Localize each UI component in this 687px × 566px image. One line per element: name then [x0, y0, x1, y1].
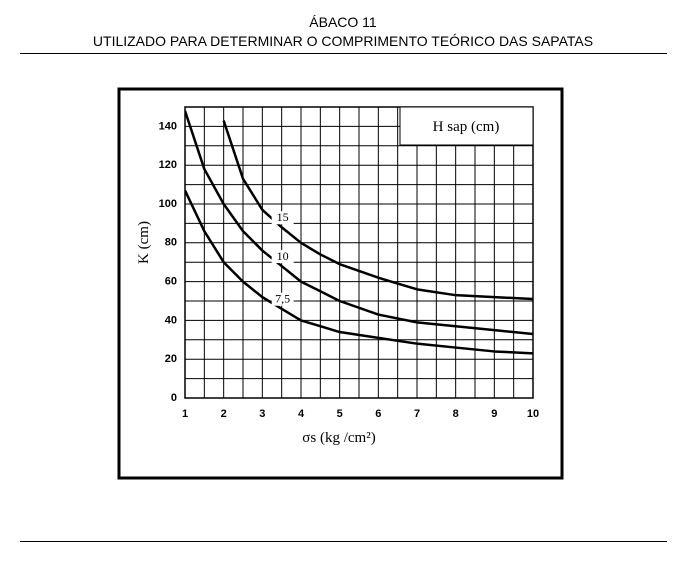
frame	[117, 87, 564, 480]
y-tick-label: 60	[165, 276, 177, 288]
plot-border	[184, 106, 534, 399]
x-tick-label: 4	[298, 408, 305, 420]
y-tick-label: 120	[159, 159, 177, 171]
x-tick-label: 8	[453, 408, 459, 420]
title: ÁBACO 11	[309, 14, 377, 30]
y-tick-label: 80	[165, 237, 177, 249]
subtitle: UTILIZADO PARA DETERMINAR O COMPRIMENTO …	[93, 33, 593, 49]
x-tick-label: 1	[182, 408, 188, 420]
series-label: 10	[277, 249, 289, 263]
series-label-bg	[271, 292, 294, 306]
y-tick-label: 100	[159, 198, 177, 210]
series-label: 7,5	[275, 292, 290, 306]
x-tick-label: 9	[491, 408, 497, 420]
y-tick-label: 20	[165, 353, 177, 365]
y-tick-label: 40	[165, 314, 177, 326]
series-line	[185, 189, 533, 355]
y-axis-label: K (cm)	[136, 221, 152, 264]
y-tick-label: 0	[171, 392, 177, 404]
legend-title: H sap (cm)	[433, 119, 500, 135]
x-tick-label: 10	[527, 408, 539, 420]
y-tick-label: 140	[159, 120, 177, 132]
legend-box	[399, 106, 534, 146]
series-line	[222, 120, 533, 301]
x-tick-label: 6	[375, 408, 381, 420]
series-line	[185, 110, 533, 336]
series-label-bg	[271, 211, 294, 225]
x-tick-label: 7	[414, 408, 420, 420]
x-axis-label: σs (kg /cm²)	[302, 430, 375, 446]
x-tick-label: 5	[337, 408, 343, 420]
series-label-bg	[271, 250, 294, 264]
series-label: 15	[277, 210, 289, 224]
x-tick-label: 3	[259, 408, 265, 420]
x-tick-label: 2	[221, 408, 227, 420]
